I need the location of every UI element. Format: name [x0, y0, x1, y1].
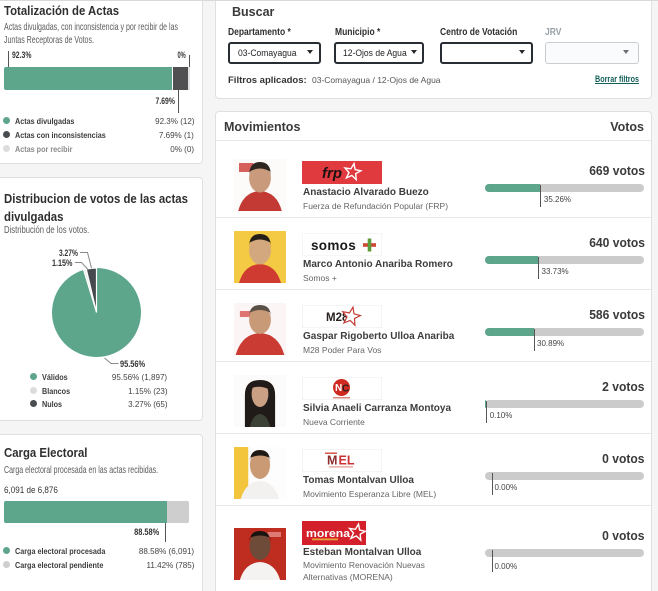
svg-text:morena: morena [306, 528, 351, 540]
svg-text:N: N [335, 383, 342, 394]
svg-text:frp: frp [322, 165, 342, 182]
svg-text:EL: EL [339, 453, 355, 467]
svg-text:M28: M28 [326, 312, 349, 324]
svg-text:somos: somos [311, 238, 356, 253]
svg-text:C: C [342, 383, 349, 394]
svg-text:M: M [327, 453, 337, 467]
